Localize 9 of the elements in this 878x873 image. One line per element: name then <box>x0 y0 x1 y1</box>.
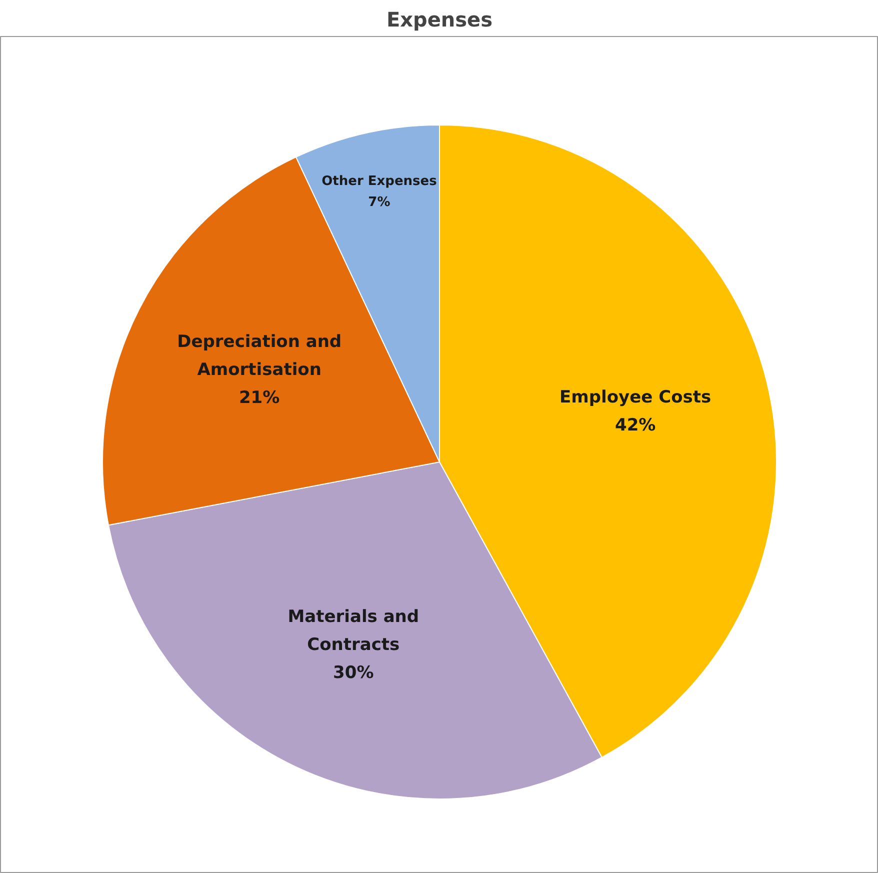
data-label: 30% <box>333 663 374 684</box>
slice-label: Materials and Contracts <box>288 607 420 656</box>
data-label: 7% <box>368 195 390 210</box>
chart-title: Expenses <box>386 8 493 32</box>
slice-label: Other Expenses <box>322 174 438 189</box>
data-label: 42% <box>615 416 656 436</box>
slice-label: Employee Costs <box>560 388 712 408</box>
slice-label: Depreciation and Amortisation <box>177 332 342 380</box>
data-label: 21% <box>238 388 280 408</box>
